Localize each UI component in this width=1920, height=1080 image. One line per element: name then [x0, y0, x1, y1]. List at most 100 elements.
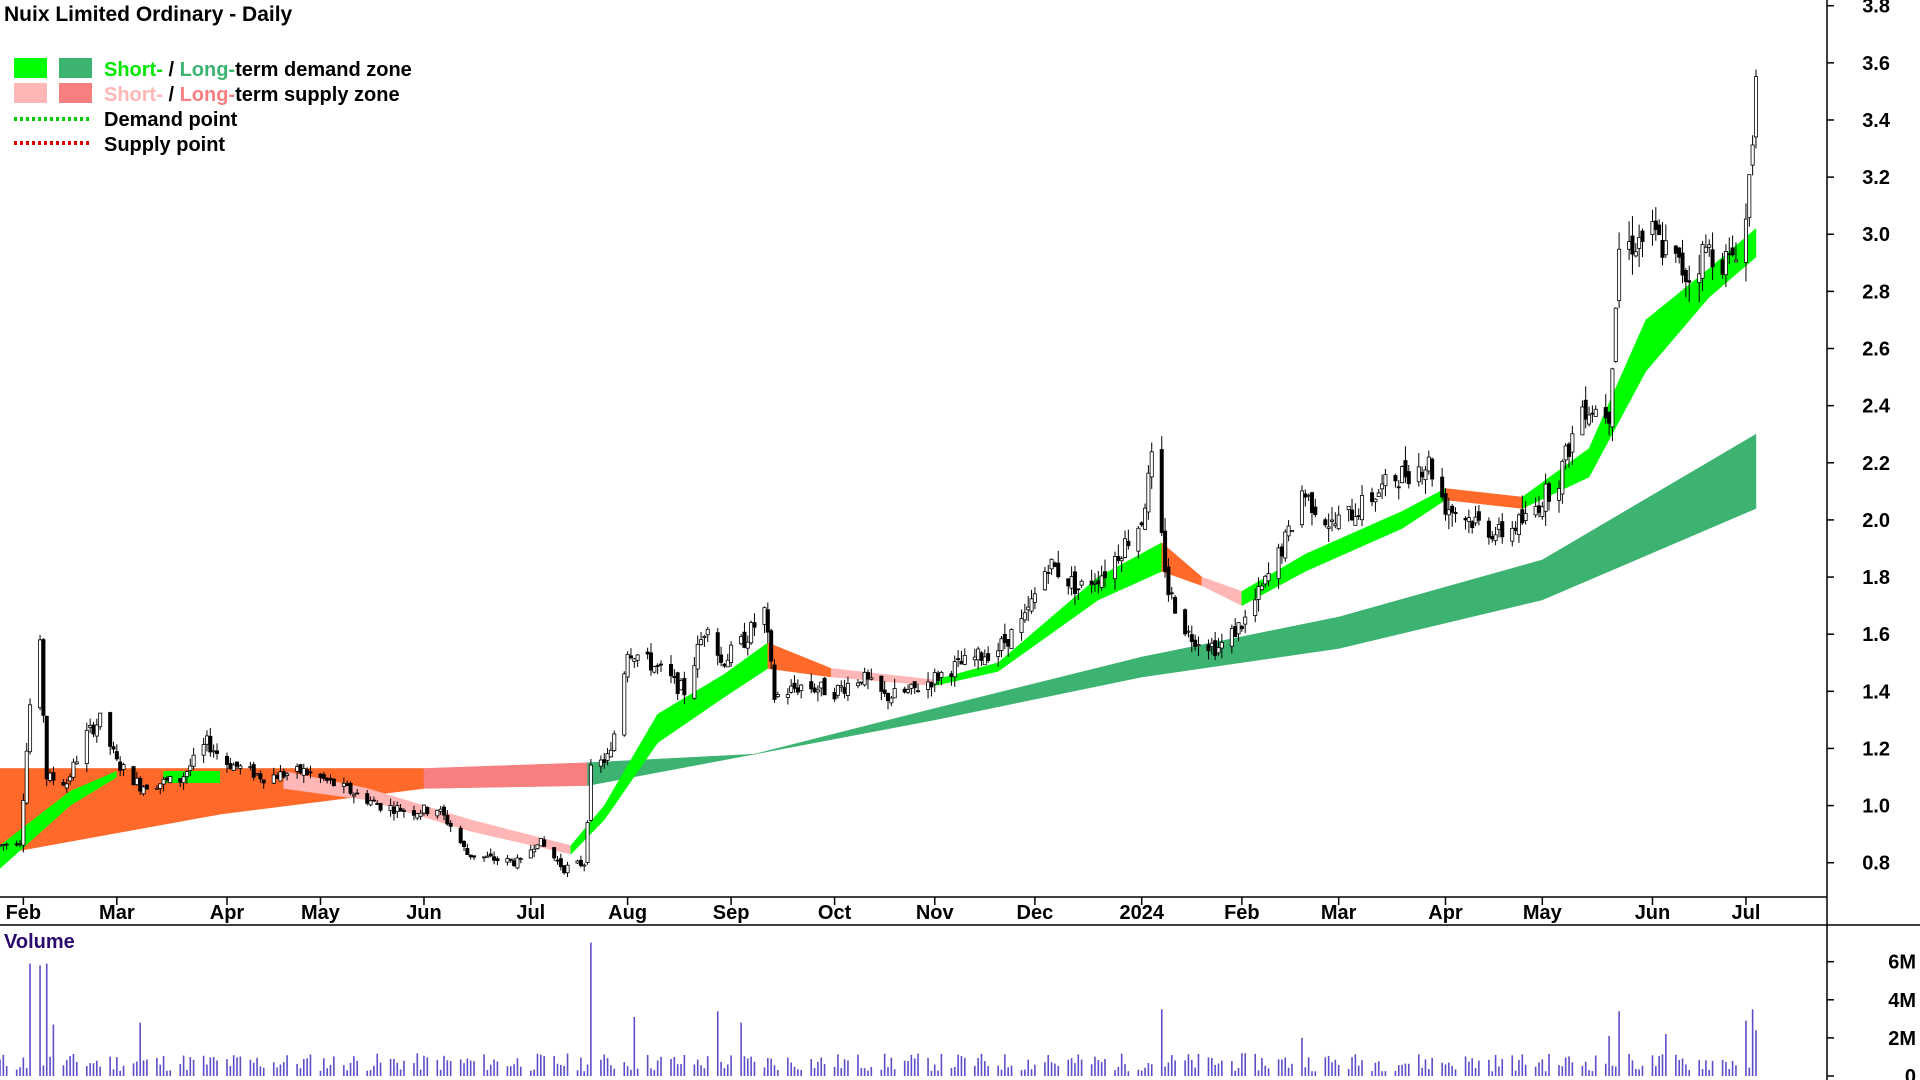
candle-body — [1306, 494, 1311, 497]
candle-body — [865, 672, 870, 680]
candle-body — [749, 622, 754, 644]
candle-body — [1590, 412, 1595, 415]
candle-body — [1406, 471, 1411, 485]
candle-body — [632, 658, 637, 662]
candle-body — [154, 787, 159, 790]
candle-body — [395, 805, 400, 812]
candle-body — [845, 683, 850, 696]
legend-demand-short-text: Short- — [104, 59, 163, 81]
y-tick-label: 2.0 — [1862, 510, 1890, 532]
y-tick-label: 3.0 — [1862, 224, 1890, 246]
x-tick-label: Apr — [210, 902, 245, 924]
candle-body — [235, 761, 240, 767]
candle-body — [134, 777, 139, 786]
candle-body — [458, 827, 463, 844]
legend-supply-point: Supply point — [104, 134, 225, 156]
candle-body — [889, 697, 894, 704]
candle-body — [909, 683, 914, 689]
candle-body — [1126, 540, 1131, 547]
x-tick-label: May — [1523, 902, 1563, 924]
candle-body — [1730, 247, 1735, 256]
candle-body — [445, 814, 450, 825]
candle-body — [1253, 599, 1258, 616]
candle-body — [1102, 571, 1107, 579]
candle-body — [118, 761, 123, 771]
candle-body — [628, 655, 633, 659]
candle-body — [1733, 259, 1738, 263]
candle-body — [892, 688, 897, 699]
candle-body — [1113, 556, 1118, 580]
candle-body — [1493, 534, 1498, 542]
legend-swatch-long-supply — [59, 83, 92, 103]
candle-body — [859, 681, 864, 684]
candle-body — [1443, 493, 1448, 515]
candle-body — [1046, 572, 1051, 574]
candle-body — [1563, 445, 1568, 461]
candle-body — [1610, 368, 1615, 428]
candle-body — [999, 638, 1004, 651]
short-term-zone-segment — [1201, 576, 1243, 607]
y-tick-label: 3.6 — [1862, 53, 1890, 75]
candle-body — [669, 664, 674, 677]
x-tick-label: Sep — [713, 902, 750, 924]
y-tick-label: 2.2 — [1862, 453, 1890, 475]
candle-body — [485, 855, 490, 858]
chart-title: Nuix Limited Ordinary - Daily — [4, 3, 293, 26]
candle-body — [715, 632, 720, 656]
candle-body — [1183, 609, 1188, 635]
candle-body — [144, 784, 149, 790]
candle-body — [225, 756, 230, 765]
x-tick-label: Apr — [1428, 902, 1463, 924]
candle-body — [558, 858, 563, 868]
candle-body — [655, 664, 660, 667]
legend-demand-long-text: Long- — [180, 59, 236, 81]
candle-body — [91, 724, 96, 735]
candle-body — [1, 844, 6, 846]
x-tick-label: Feb — [1224, 902, 1260, 924]
candle-body — [1002, 633, 1007, 644]
candle-body — [1042, 571, 1047, 591]
y-tick-label: 3.8 — [1862, 0, 1890, 18]
x-tick-label: Mar — [99, 902, 135, 924]
candle-body — [1453, 512, 1458, 514]
candle-body — [1350, 509, 1355, 521]
candle-body — [425, 807, 430, 815]
candle-body — [819, 681, 824, 689]
x-ticks: Feb Mar Apr May Jun Jul Aug Sep Oct Nov Dec 2024 Feb… — [6, 897, 1760, 924]
candle-body — [1536, 505, 1541, 513]
volume-tick-label: 2M — [1888, 1028, 1916, 1050]
candle-body — [648, 652, 653, 671]
volume-label: Volume — [4, 931, 75, 953]
candle-body — [752, 622, 757, 628]
short-term-zone-segment — [1098, 542, 1162, 601]
candle-body — [679, 680, 684, 691]
candle-body — [1583, 399, 1588, 420]
candle-body — [341, 782, 346, 787]
candle-body — [1750, 144, 1755, 166]
y-tick-label: 1.8 — [1862, 567, 1890, 589]
candle-body — [1052, 562, 1057, 567]
candle-body — [1196, 644, 1201, 647]
candle-body — [535, 844, 540, 849]
candle-body — [462, 840, 467, 847]
candle-body — [1496, 524, 1501, 530]
candle-body — [979, 652, 984, 661]
candle-body — [204, 735, 209, 745]
candle-body — [1523, 513, 1528, 522]
candle-body — [575, 860, 580, 864]
candle-body — [1019, 618, 1024, 634]
candle-body — [1753, 76, 1758, 138]
y-tick-label: 2.6 — [1862, 339, 1890, 361]
y-tick-label: 1.0 — [1862, 796, 1890, 818]
candle-body — [1283, 531, 1288, 559]
candle-body — [435, 809, 440, 817]
candle-body — [295, 766, 300, 772]
candle-body — [542, 839, 547, 847]
candle-body — [1219, 642, 1224, 649]
candle-body — [1049, 558, 1054, 570]
candle-body — [949, 673, 954, 678]
candle-body — [355, 792, 360, 795]
candle-body — [4, 843, 9, 846]
candle-body — [401, 810, 406, 812]
candle-body — [1617, 248, 1622, 301]
